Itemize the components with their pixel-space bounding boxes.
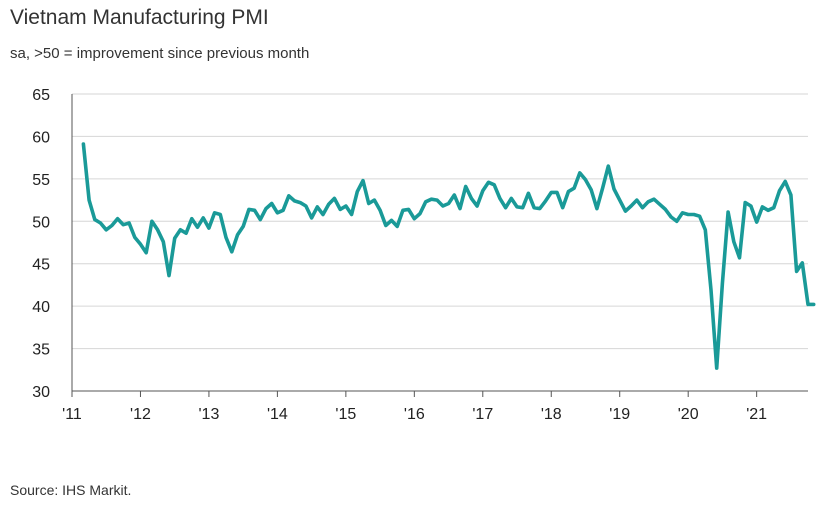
y-tick-label: 40 bbox=[32, 299, 50, 316]
x-tick-label: '11 bbox=[62, 406, 82, 423]
y-tick-label: 50 bbox=[32, 214, 50, 231]
gridlines bbox=[72, 93, 808, 350]
y-tick-label: 60 bbox=[32, 129, 50, 146]
y-tick-label: 55 bbox=[32, 172, 50, 189]
chart-subtitle: sa, >50 = improvement since previous mon… bbox=[10, 45, 310, 62]
source-note: Source: IHS Markit. bbox=[10, 482, 132, 498]
y-tick-label: 30 bbox=[32, 384, 50, 401]
x-tick-label: '21 bbox=[746, 406, 767, 423]
x-tick-label: '12 bbox=[130, 406, 151, 423]
series-group bbox=[81, 142, 816, 370]
y-axis-ticks: 30 35 40 45 50 55 60 65 bbox=[32, 87, 50, 401]
x-tick-label: '13 bbox=[199, 406, 220, 423]
y-tick-label: 45 bbox=[32, 257, 50, 274]
x-tick-label: '17 bbox=[472, 406, 493, 423]
chart-title: Vietnam Manufacturing PMI bbox=[10, 6, 269, 29]
series-line-pmi bbox=[81, 142, 816, 370]
y-tick-label: 35 bbox=[32, 342, 50, 359]
x-axis: '11 '12 '13 '14 '15 '16 '17 '18 '19 '20 '21 bbox=[62, 94, 808, 423]
x-tick-label: '19 bbox=[609, 406, 630, 423]
x-tick-label: '15 bbox=[335, 406, 356, 423]
x-tick-label: '16 bbox=[404, 406, 425, 423]
x-tick-label: '20 bbox=[678, 406, 699, 423]
x-tick-label: '14 bbox=[267, 406, 288, 423]
x-tick-label: '18 bbox=[541, 406, 562, 423]
y-tick-label: 65 bbox=[32, 87, 50, 104]
